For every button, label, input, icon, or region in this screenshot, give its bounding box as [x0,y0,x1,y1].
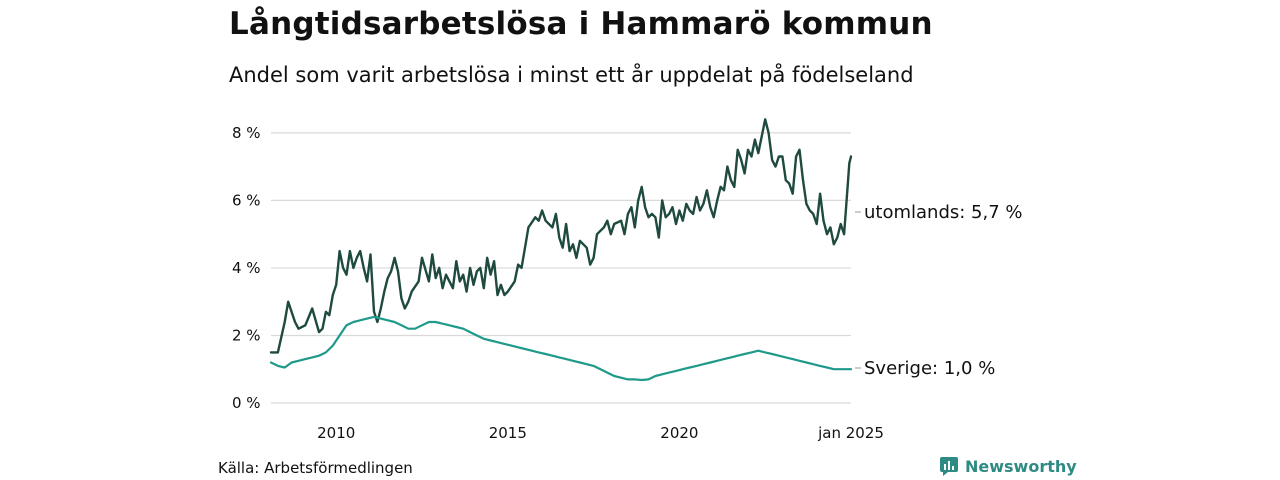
series-line-sverige [269,315,853,382]
chart-subtitle: Andel som varit arbetslösa i minst ett å… [229,63,914,87]
x-tick-label: 2015 [489,424,527,442]
brand-logo[interactable]: Newsworthy [939,456,1077,476]
y-tick-label: 8 % [232,124,261,142]
series-end-label: utomlands: 5,7 % [864,202,1023,223]
y-tick-label: 0 % [232,394,261,412]
series-line-utomlands [269,118,853,354]
brand-name: Newsworthy [965,456,1077,476]
newsworthy-logo-icon [940,457,958,476]
y-tick-label: 4 % [232,259,261,277]
y-tick-label: 6 % [232,191,261,209]
x-tick-label: 2010 [317,424,355,442]
chart-title: Långtidsarbetslösa i Hammarö kommun [229,6,933,42]
source-note: Källa: Arbetsförmedlingen [218,459,413,477]
y-tick-label: 2 % [232,326,261,344]
x-tick-label: 2020 [660,424,698,442]
series-end-label: Sverige: 1,0 % [864,358,995,379]
x-tick-label: jan 2025 [817,424,884,442]
